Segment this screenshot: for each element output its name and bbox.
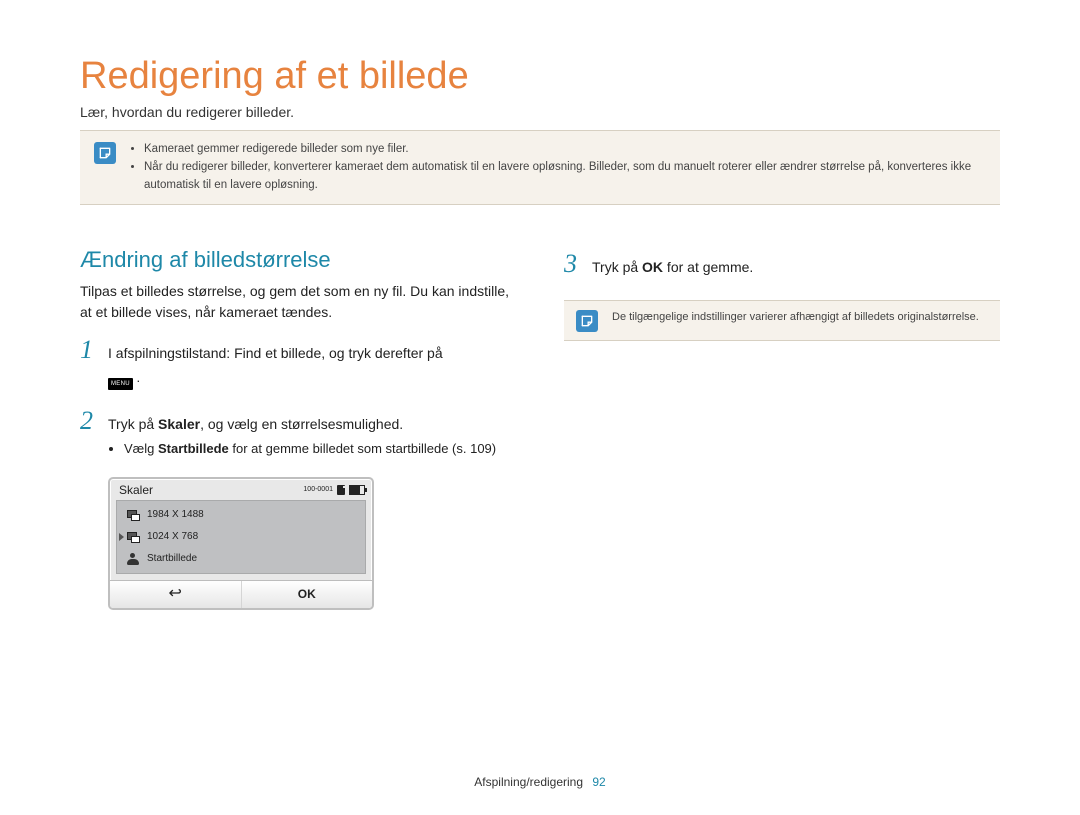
step-number: 3	[564, 251, 582, 277]
right-column: 3 Tryk på OK for at gemme. De tilgængeli…	[564, 233, 1000, 610]
info-bullet: Når du redigerer billeder, konverterer k…	[144, 159, 986, 195]
step-3: 3 Tryk på OK for at gemme.	[564, 251, 1000, 278]
resize-icon	[127, 510, 139, 520]
info-content: De tilgængelige indstillinger varierer a…	[612, 309, 979, 326]
lcd-status: 100-0001	[303, 485, 365, 495]
step-2-sub-bold: Startbillede	[158, 441, 229, 456]
lcd-option-row[interactable]: Startbillede	[117, 548, 365, 570]
lcd-option-label: 1984 X 1488	[147, 509, 204, 520]
lcd-option-label: Startbillede	[147, 553, 197, 564]
step-text: I afspilningstilstand: Find et billede, …	[108, 343, 443, 364]
step-text: Tryk på Skaler, og vælg en størrelsesmul…	[108, 414, 403, 435]
lcd-option-list: 1984 X 1488 1024 X 768 Startbillede	[116, 500, 366, 574]
step-number: 2	[80, 408, 98, 434]
left-column: Ændring af billedstørrelse Tilpas et bil…	[80, 233, 516, 610]
start-image-icon	[127, 553, 139, 565]
page-footer: Afspilning/redigering 92	[0, 775, 1080, 789]
section-body: Tilpas et billedes størrelse, og gem det…	[80, 281, 516, 323]
menu-icon: MENU	[108, 378, 133, 390]
lcd-back-button[interactable]: ↩	[110, 581, 242, 608]
page-title: Redigering af et billede	[80, 55, 1000, 98]
step-2-bold: Skaler	[158, 416, 200, 432]
step-2-sub: Vælg Startbillede for at gemme billedet …	[108, 439, 516, 459]
info-box-secondary: De tilgængelige indstillinger varierer a…	[564, 300, 1000, 341]
resize-icon	[127, 532, 139, 542]
step-1: 1 I afspilningstilstand: Find et billede…	[80, 337, 516, 364]
intro-text: Lær, hvordan du redigerer billeder.	[80, 104, 1000, 120]
section-heading-resize: Ændring af billedstørrelse	[80, 247, 516, 273]
ok-label-inline: OK	[642, 259, 663, 275]
step-text: Tryk på OK for at gemme.	[592, 257, 753, 278]
info-box-main: Kameraet gemmer redigerede billeder som …	[80, 130, 1000, 205]
step-2-suffix: , og vælg en størrelsesmulighed.	[200, 416, 403, 432]
lcd-option-label: 1024 X 768	[147, 531, 198, 542]
step-2-sub-suffix: for at gemme billedet som startbillede (…	[229, 441, 496, 456]
step-1-trailing: MENU .	[108, 368, 516, 390]
note-icon	[576, 310, 598, 332]
memory-card-icon	[337, 485, 345, 495]
lcd-counter: 100-0001	[303, 486, 333, 493]
step-3-prefix: Tryk på	[592, 259, 642, 275]
step-number: 1	[80, 337, 98, 363]
step-1-text: I afspilningstilstand: Find et billede, …	[108, 345, 443, 361]
footer-section: Afspilning/redigering	[474, 775, 583, 789]
info-bullet: Kameraet gemmer redigerede billeder som …	[144, 141, 986, 159]
page-number: 92	[592, 775, 605, 789]
step-2-sub-prefix: Vælg	[124, 441, 158, 456]
battery-icon	[349, 485, 365, 495]
camera-lcd-mockup: Skaler 100-0001 1984 X 1488 1024 X 768	[108, 477, 374, 610]
lcd-option-row-selected[interactable]: 1024 X 768	[117, 526, 365, 548]
period: .	[133, 370, 140, 385]
step-2-prefix: Tryk på	[108, 416, 158, 432]
lcd-option-row[interactable]: 1984 X 1488	[117, 504, 365, 526]
note-icon	[94, 142, 116, 164]
lcd-title: Skaler	[119, 483, 153, 497]
info-content: Kameraet gemmer redigerede billeder som …	[130, 141, 986, 194]
step-3-suffix: for at gemme.	[663, 259, 753, 275]
step-2: 2 Tryk på Skaler, og vælg en størrelsesm…	[80, 408, 516, 435]
lcd-ok-button[interactable]: OK	[242, 581, 373, 608]
